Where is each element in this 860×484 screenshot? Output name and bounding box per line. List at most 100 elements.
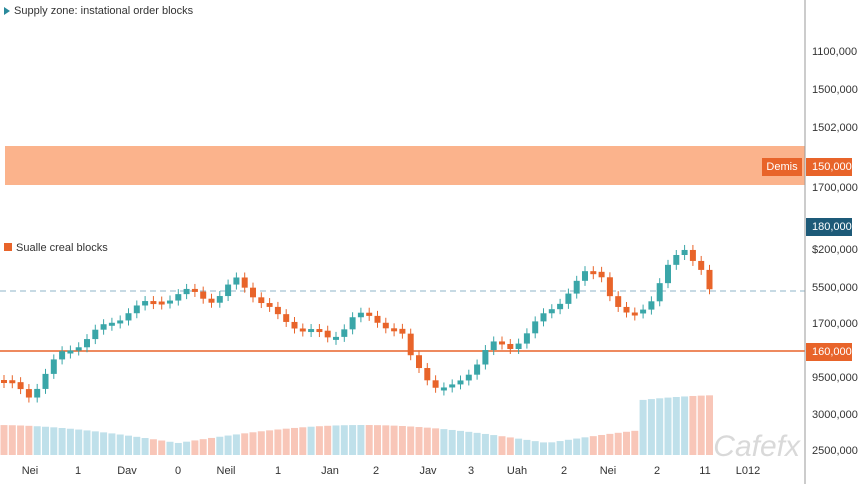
volume-bar bbox=[282, 428, 290, 455]
volume-bar bbox=[664, 397, 672, 455]
candle-body bbox=[92, 329, 99, 340]
volume-bar bbox=[349, 425, 357, 455]
candle-body bbox=[416, 355, 422, 369]
volume-bar bbox=[506, 437, 514, 455]
time-label: 1 bbox=[75, 465, 81, 477]
volume-bar bbox=[498, 436, 506, 455]
volume-bar bbox=[365, 425, 373, 455]
candle-body bbox=[582, 271, 588, 281]
volume-bar bbox=[473, 432, 481, 455]
volume-bar bbox=[606, 433, 614, 455]
volume-bar bbox=[257, 431, 265, 455]
volume-bar bbox=[166, 441, 174, 455]
volume-bar bbox=[448, 429, 456, 455]
candle-body bbox=[274, 306, 281, 315]
candle-body bbox=[17, 382, 24, 390]
volume-bar bbox=[689, 395, 697, 455]
candle-body bbox=[391, 328, 398, 332]
candle-body bbox=[142, 301, 149, 306]
volume-bar bbox=[324, 425, 332, 455]
price-label: $200,000 bbox=[812, 244, 858, 256]
candle-body bbox=[482, 350, 489, 365]
candle-body bbox=[382, 322, 389, 329]
candle-body bbox=[225, 284, 232, 297]
candle-body bbox=[565, 293, 572, 304]
candle-body bbox=[640, 309, 647, 314]
volume-bar bbox=[357, 425, 365, 455]
candle-body bbox=[233, 277, 240, 285]
candle-body bbox=[606, 277, 613, 297]
volume-bar bbox=[573, 438, 581, 455]
candle-body bbox=[698, 260, 705, 270]
volume-bar bbox=[91, 431, 99, 455]
candle-body bbox=[1, 380, 7, 383]
volume-bar bbox=[432, 428, 440, 455]
volume-bar bbox=[681, 396, 689, 455]
volume-bar bbox=[158, 440, 166, 455]
candle-body bbox=[133, 305, 140, 314]
volume-bar bbox=[672, 396, 680, 455]
volume-bar bbox=[647, 399, 655, 455]
candle-body bbox=[523, 333, 530, 344]
time-label: Jan bbox=[321, 465, 339, 477]
time-label: Jav bbox=[419, 465, 437, 477]
price-tag bbox=[806, 218, 852, 236]
candle-body bbox=[9, 380, 16, 384]
candle-body bbox=[333, 336, 339, 340]
candle-body bbox=[299, 328, 306, 332]
volume-bar bbox=[656, 398, 664, 455]
supply-zone bbox=[5, 146, 805, 185]
volume-bar bbox=[174, 442, 182, 455]
volume-bar bbox=[183, 441, 191, 455]
candle-body bbox=[283, 314, 290, 322]
volume-bar bbox=[224, 435, 232, 455]
volume-bar bbox=[423, 427, 431, 455]
candles bbox=[0, 244, 713, 455]
time-label: Neil bbox=[217, 465, 236, 477]
candle-body bbox=[25, 389, 32, 398]
candle-body bbox=[515, 343, 522, 349]
volume-bar bbox=[523, 439, 531, 455]
price-tag bbox=[806, 343, 852, 361]
candle-body bbox=[158, 301, 165, 305]
candle-body bbox=[67, 350, 74, 354]
price-tag bbox=[806, 158, 852, 176]
candle-body bbox=[706, 269, 713, 290]
candle-body bbox=[183, 288, 190, 295]
volume-bar bbox=[415, 427, 423, 455]
price-label: 3000,000 bbox=[812, 409, 858, 421]
volume-bar bbox=[199, 439, 207, 455]
candle-body bbox=[349, 317, 356, 330]
candle-body bbox=[366, 312, 373, 316]
candle-body bbox=[200, 291, 207, 299]
candle-body bbox=[216, 296, 223, 303]
time-label: Dav bbox=[117, 465, 137, 477]
volume-bar bbox=[581, 437, 589, 455]
volume-bar bbox=[457, 430, 464, 455]
candle-body bbox=[590, 271, 597, 275]
candle-body bbox=[615, 296, 622, 307]
time-label: 2 bbox=[373, 465, 379, 477]
candle-body bbox=[598, 271, 605, 278]
volume-bar bbox=[216, 436, 224, 455]
volume-bar bbox=[241, 433, 249, 455]
volume-bar bbox=[249, 432, 257, 455]
candle-body bbox=[291, 321, 298, 329]
volume-bar bbox=[83, 430, 91, 455]
volume-bar bbox=[116, 434, 124, 455]
volume-bar bbox=[631, 430, 639, 455]
candle-body bbox=[424, 368, 431, 381]
candle-body bbox=[241, 277, 248, 288]
candle-body bbox=[540, 313, 547, 322]
candle-body bbox=[457, 380, 464, 385]
candle-body bbox=[532, 321, 539, 334]
candle-body bbox=[557, 303, 564, 310]
volume-bar bbox=[0, 425, 8, 455]
time-label: Nei bbox=[22, 465, 39, 477]
candle-body bbox=[465, 374, 472, 381]
candle-body bbox=[449, 384, 456, 388]
volume-bar bbox=[398, 426, 406, 455]
volume-bar bbox=[623, 431, 630, 455]
volume-bar bbox=[697, 395, 705, 455]
